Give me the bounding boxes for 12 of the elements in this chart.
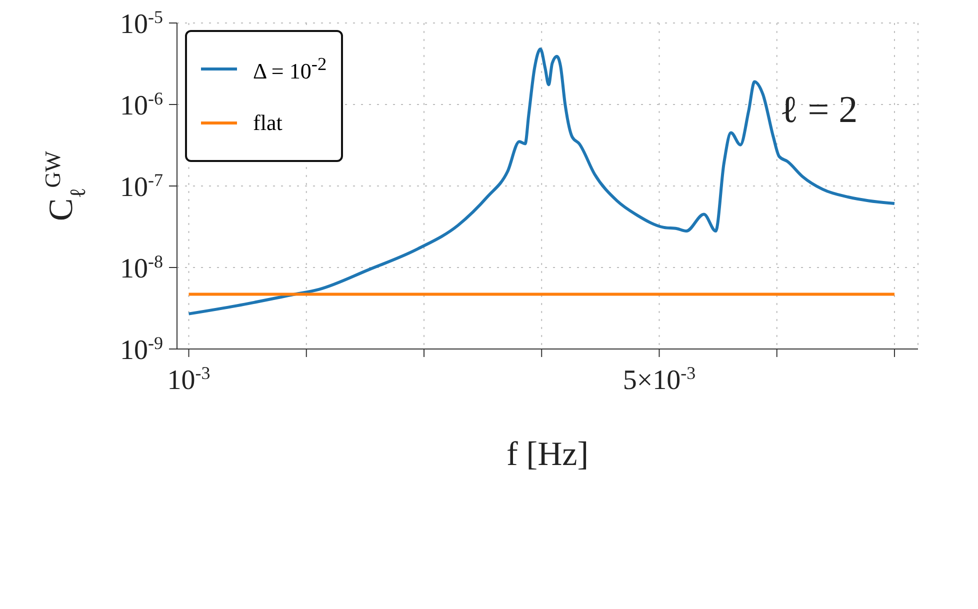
x-tick-label: 5×10$^{-3}$ xyxy=(622,363,696,396)
line-series xyxy=(187,47,896,316)
annotation: ℓ = 2 xyxy=(780,88,858,132)
y-tick-label: 10$^{-9}$ xyxy=(120,333,163,366)
y-tick-label: 10$^{-8}$ xyxy=(120,252,163,284)
x-axis-title: f [Hz] xyxy=(506,436,589,473)
legend-label: Δ = 10$^{-2}$ xyxy=(253,54,327,84)
x-tick-label: 10$^{-3}$ xyxy=(167,363,210,396)
y-tick-label: 10$^{-5}$ xyxy=(120,7,163,40)
y-tick-label: 10$^{-6}$ xyxy=(120,88,163,122)
legend-label: flat xyxy=(253,110,282,136)
y-tick-label: 10$^{-7}$ xyxy=(120,170,163,203)
